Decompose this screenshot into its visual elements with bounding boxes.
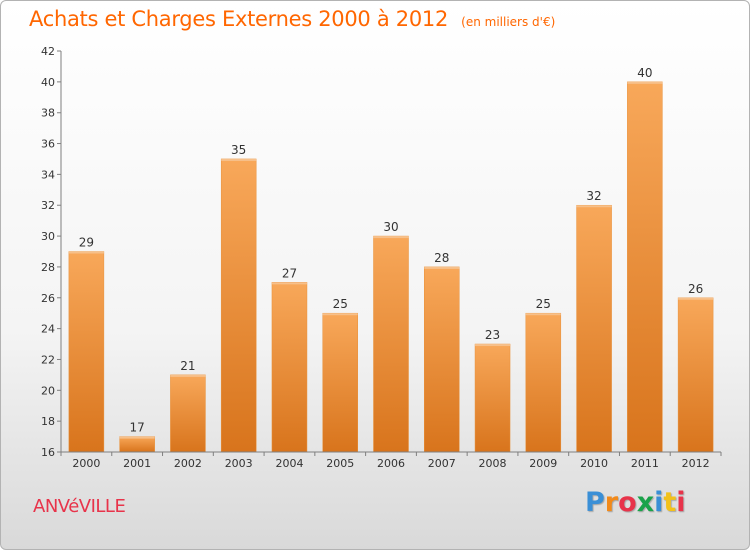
bar-data-label: 30 — [383, 220, 398, 234]
bar-highlight — [678, 297, 714, 300]
y-tick-label: 28 — [41, 261, 55, 274]
x-tick-label: 2007 — [428, 457, 456, 470]
y-tick-label: 36 — [41, 138, 55, 151]
bar-highlight — [170, 374, 206, 377]
bar — [68, 251, 105, 453]
bar — [424, 266, 460, 453]
x-tick-label: 2003 — [225, 457, 253, 470]
bar — [220, 158, 257, 453]
x-tick-label: 2006 — [377, 457, 405, 470]
bar — [474, 343, 511, 453]
x-tick-label: 2012 — [682, 457, 710, 470]
bar-highlight — [627, 81, 663, 84]
bar-highlight — [373, 236, 409, 239]
bar-highlight — [424, 266, 460, 269]
bar-highlight — [68, 251, 104, 254]
y-tick-label: 34 — [41, 168, 55, 181]
bar-data-label: 25 — [333, 297, 348, 311]
bar — [119, 436, 155, 453]
y-tick-label: 22 — [41, 353, 55, 366]
brand-logo[interactable]: Proxiti — [585, 487, 686, 518]
bar-data-label: 23 — [485, 328, 500, 342]
bar-highlight — [475, 344, 511, 347]
bar-highlight — [525, 313, 561, 316]
brand-logo-letter: i — [676, 487, 686, 518]
bar — [627, 81, 663, 453]
x-tick-label: 2011 — [631, 457, 659, 470]
bar-data-label: 26 — [688, 282, 703, 296]
x-tick-label: 2004 — [275, 457, 303, 470]
y-tick-label: 16 — [41, 446, 55, 459]
bar-data-label: 35 — [231, 143, 246, 157]
y-tick-label: 42 — [41, 45, 55, 58]
brand-logo-letter: i — [654, 487, 664, 518]
chart-title: Achats et Charges Externes 2000 à 2012 — [29, 7, 449, 31]
bar-highlight — [119, 436, 155, 439]
bar-highlight — [576, 205, 612, 208]
bar — [322, 312, 358, 453]
y-tick-label: 38 — [41, 107, 55, 120]
y-tick-label: 30 — [41, 230, 55, 243]
bar — [525, 312, 562, 453]
y-tick-label: 18 — [41, 415, 55, 428]
y-tick-label: 24 — [41, 323, 55, 336]
brand-logo-letter: P — [585, 487, 605, 518]
bar-highlight — [322, 313, 358, 316]
bar-data-label: 40 — [637, 66, 652, 80]
bar — [271, 282, 308, 453]
bar-data-label: 17 — [130, 421, 145, 435]
bar-data-label: 32 — [586, 189, 601, 203]
x-tick-label: 2008 — [479, 457, 507, 470]
bar-highlight — [271, 282, 307, 285]
bar-highlight — [221, 158, 257, 161]
chart-unit: (en milliers d'€) — [461, 15, 556, 29]
x-tick-label: 2001 — [123, 457, 151, 470]
brand-logo-letter: x — [636, 487, 655, 518]
bar-data-label: 21 — [180, 359, 195, 373]
y-tick-label: 32 — [41, 199, 55, 212]
y-tick-label: 26 — [41, 292, 55, 305]
bar — [576, 204, 612, 453]
y-tick-label: 20 — [41, 384, 55, 397]
bars-layer: 29 17 21 35 27 25 30 28 23 25 32 40 26 — [68, 66, 714, 453]
bar-data-label: 29 — [79, 236, 94, 250]
brand-logo-letter: o — [618, 487, 637, 518]
brand-logo-letter: t — [663, 487, 677, 518]
x-tick-label: 2002 — [174, 457, 202, 470]
commune-name: ANVéVILLE — [33, 496, 126, 517]
bar — [170, 374, 206, 453]
axes-layer: 16 18 20 22 24 26 28 30 32 34 36 38 40 42 2000 2001 2002… — [41, 45, 722, 470]
x-tick-label: 2005 — [326, 457, 354, 470]
x-tick-label: 2009 — [529, 457, 557, 470]
bar-data-label: 25 — [536, 297, 551, 311]
y-tick-label: 40 — [41, 76, 55, 89]
x-tick-label: 2000 — [72, 457, 100, 470]
bar — [677, 297, 714, 453]
bar — [373, 235, 409, 453]
title-row: Achats et Charges Externes 2000 à 2012 (… — [29, 7, 555, 31]
x-tick-label: 2010 — [580, 457, 608, 470]
bar-data-label: 27 — [282, 266, 297, 280]
brand-logo-letter: r — [604, 487, 619, 518]
bar-data-label: 28 — [434, 251, 449, 265]
